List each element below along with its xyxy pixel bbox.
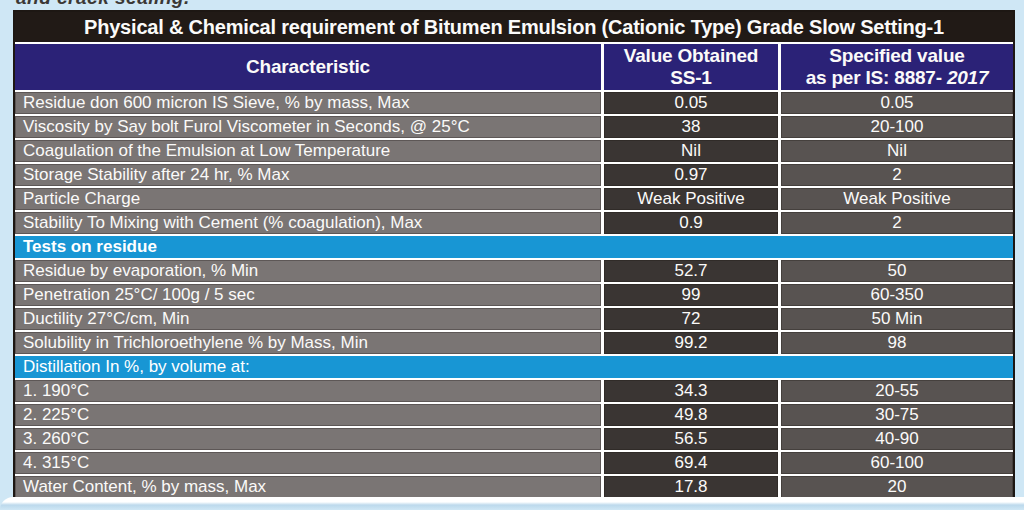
value-obtained-cell: 0.97 <box>604 164 778 186</box>
characteristic-cell: Residue don 600 micron IS Sieve, % by ma… <box>15 92 601 114</box>
specified-value-cell: 20-100 <box>781 116 1013 138</box>
characteristic-cell: Solubility in Trichloroethylene % by Mas… <box>15 332 601 354</box>
characteristic-cell: Storage Stability after 24 hr, % Max <box>15 164 601 186</box>
value-obtained-cell: 72 <box>604 308 778 330</box>
characteristic-cell: Particle Charge <box>15 188 601 210</box>
table-row: Coagulation of the Emulsion at Low Tempe… <box>15 140 1013 162</box>
value-obtained-cell: 0.9 <box>604 212 778 234</box>
characteristic-cell: 3. 260°C <box>15 428 601 450</box>
specified-value-cell: 30-75 <box>781 404 1013 426</box>
value-obtained-cell: 56.5 <box>604 428 778 450</box>
header-spec-line2: as per IS: 8887- 2017 <box>806 67 989 89</box>
value-obtained-cell: Nil <box>604 140 778 162</box>
header-spec-standard: as per IS: 8887- <box>806 67 942 89</box>
table-row: Storage Stability after 24 hr, % Max0.97… <box>15 164 1013 186</box>
table-row: 1. 190°C34.320-55 <box>15 380 1013 402</box>
table-title: Physical & Chemical requirement of Bitum… <box>15 12 1013 42</box>
specified-value-cell: 50 <box>781 260 1013 282</box>
value-obtained-cell: 52.7 <box>604 260 778 282</box>
header-spec-line1: Specified value <box>829 45 964 67</box>
table-rows: Residue don 600 micron IS Sieve, % by ma… <box>15 92 1013 498</box>
clipped-paragraph-fragment: and crack sealing. <box>16 0 190 9</box>
table-row: Stability To Mixing with Cement (% coagu… <box>15 212 1013 234</box>
specified-value-cell: 20 <box>781 476 1013 498</box>
specified-value-cell: 20-55 <box>781 380 1013 402</box>
specified-value-cell: 60-100 <box>781 452 1013 474</box>
specified-value-cell: 50 Min <box>781 308 1013 330</box>
table-row: Water Content, % by mass, Max17.820 <box>15 476 1013 498</box>
specified-value-cell: Nil <box>781 140 1013 162</box>
value-obtained-cell: 49.8 <box>604 404 778 426</box>
characteristic-cell: Coagulation of the Emulsion at Low Tempe… <box>15 140 601 162</box>
specified-value-cell: 60-350 <box>781 284 1013 306</box>
value-obtained-cell: 69.4 <box>604 452 778 474</box>
specified-value-cell: 98 <box>781 332 1013 354</box>
characteristic-cell: Viscosity by Say bolt Furol Viscometer i… <box>15 116 601 138</box>
characteristic-cell: 1. 190°C <box>15 380 601 402</box>
table-row: Penetration 25°C/ 100g / 5 sec9960-350 <box>15 284 1013 306</box>
table-row: 2. 225°C49.830-75 <box>15 404 1013 426</box>
characteristic-cell: Water Content, % by mass, Max <box>15 476 601 498</box>
value-obtained-cell: 17.8 <box>604 476 778 498</box>
table-row: Ductility 27°C/cm, Min7250 Min <box>15 308 1013 330</box>
header-specified-value: Specified value as per IS: 8887- 2017 <box>781 44 1013 90</box>
value-obtained-cell: 38 <box>604 116 778 138</box>
table-row: Residue by evaporation, % Min52.750 <box>15 260 1013 282</box>
characteristic-cell: 2. 225°C <box>15 404 601 426</box>
specified-value-cell: Weak Positive <box>781 188 1013 210</box>
page-bottom-band <box>0 497 1024 510</box>
value-obtained-cell: 0.05 <box>604 92 778 114</box>
section-row: Distillation In %, by volume at: <box>15 356 1013 378</box>
requirements-table: Physical & Chemical requirement of Bitum… <box>13 10 1015 500</box>
table-row: 4. 315°C69.460-100 <box>15 452 1013 474</box>
header-value-obtained: Value Obtained SS-1 <box>604 44 778 90</box>
characteristic-cell: Residue by evaporation, % Min <box>15 260 601 282</box>
characteristic-cell: 4. 315°C <box>15 452 601 474</box>
table-row: Residue don 600 micron IS Sieve, % by ma… <box>15 92 1013 114</box>
table-row: Solubility in Trichloroethylene % by Mas… <box>15 332 1013 354</box>
header-spec-year: 2017 <box>947 67 988 89</box>
table-row: Particle ChargeWeak PositiveWeak Positiv… <box>15 188 1013 210</box>
section-row: Tests on residue <box>15 236 1013 258</box>
header-characteristic-label: Characteristic <box>246 56 370 78</box>
header-value-line1: Value Obtained <box>624 45 758 67</box>
value-obtained-cell: 34.3 <box>604 380 778 402</box>
specified-value-cell: 40-90 <box>781 428 1013 450</box>
characteristic-cell: Stability To Mixing with Cement (% coagu… <box>15 212 601 234</box>
value-obtained-cell: Weak Positive <box>604 188 778 210</box>
value-obtained-cell: 99.2 <box>604 332 778 354</box>
characteristic-cell: Penetration 25°C/ 100g / 5 sec <box>15 284 601 306</box>
header-characteristic: Characteristic <box>15 44 601 90</box>
value-obtained-cell: 99 <box>604 284 778 306</box>
characteristic-cell: Ductility 27°C/cm, Min <box>15 308 601 330</box>
table-header-row: Characteristic Value Obtained SS-1 Speci… <box>15 44 1013 90</box>
specified-value-cell: 2 <box>781 212 1013 234</box>
specified-value-cell: 2 <box>781 164 1013 186</box>
table-row: Viscosity by Say bolt Furol Viscometer i… <box>15 116 1013 138</box>
table-row: 3. 260°C56.540-90 <box>15 428 1013 450</box>
header-value-line2: SS-1 <box>670 67 711 89</box>
specified-value-cell: 0.05 <box>781 92 1013 114</box>
